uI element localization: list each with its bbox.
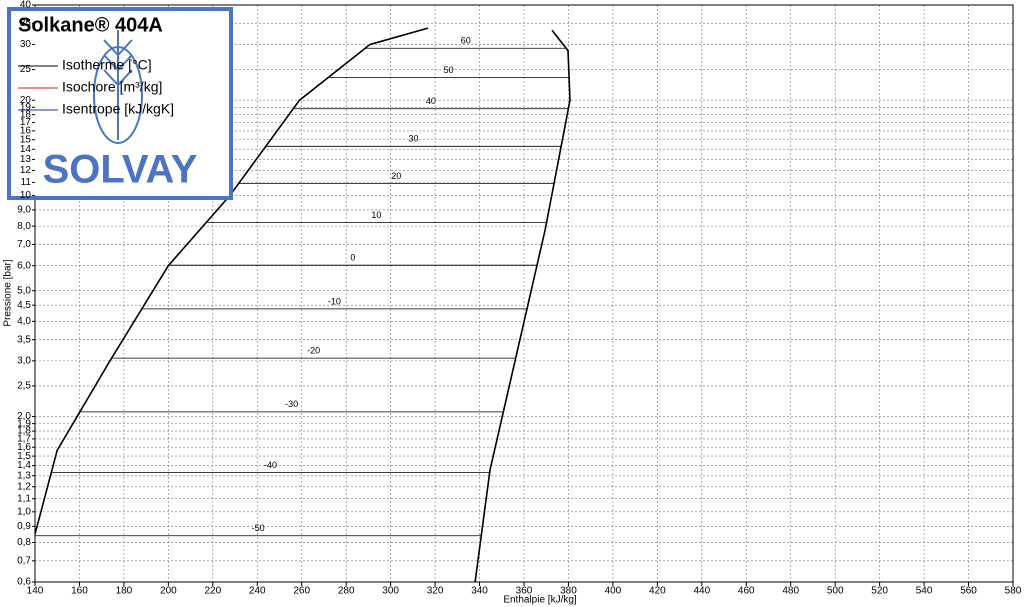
x-tick-label: 260 <box>293 586 310 597</box>
isotherm-label: -30 <box>285 399 298 409</box>
saturation-vapor <box>474 29 571 583</box>
chart-title: Solkane® 404A <box>18 14 163 36</box>
y-tick-label: 12 <box>20 165 32 176</box>
y-tick-label: 25 <box>20 64 32 75</box>
y-tick-label: 19 <box>20 102 32 113</box>
x-tick-label: 500 <box>827 586 844 597</box>
x-tick-label: 480 <box>782 586 799 597</box>
y-tick-label: 4,5 <box>17 300 31 311</box>
x-tick-label: 380 <box>560 586 577 597</box>
y-tick-label: 30 <box>20 39 32 50</box>
legend-box: Solkane® 404A SOLVAY <box>7 7 233 200</box>
y-tick-label: 40 <box>20 0 32 11</box>
y-tick-label: 1,2 <box>17 481 31 492</box>
isotherm-label: 20 <box>391 171 401 181</box>
y-tick-label: 6,0 <box>17 260 31 271</box>
x-tick-label: 220 <box>204 586 221 597</box>
y-tick-label: 20 <box>20 95 32 106</box>
y-tick-label: 4,0 <box>17 316 31 327</box>
y-tick-label: 1,4 <box>17 460 31 471</box>
y-tick-label: 2,5 <box>17 381 31 392</box>
y-tick-label: 0,9 <box>17 521 31 532</box>
y-tick-label: 16 <box>20 126 32 137</box>
saturation-liquid <box>34 27 429 535</box>
y-tick-label: 10 <box>20 190 32 201</box>
x-tick-label: 200 <box>160 586 177 597</box>
x-tick-label: 560 <box>960 586 977 597</box>
legend-frame <box>7 7 233 200</box>
y-tick-label: 15 <box>20 134 32 145</box>
x-tick-label: 360 <box>516 586 533 597</box>
y-tick-label: 35 <box>20 18 32 29</box>
x-tick-label: 320 <box>427 586 444 597</box>
isotherm-label: 0 <box>350 253 355 263</box>
isotherm-label: 60 <box>461 36 471 46</box>
y-tick-label: 3,0 <box>17 356 31 367</box>
isotherm-label: -50 <box>252 523 265 533</box>
y-tick-label: 1,0 <box>17 506 31 517</box>
isotherm-label: -40 <box>264 460 277 470</box>
y-tick-label: 7,0 <box>17 239 31 250</box>
x-tick-label: 580 <box>1005 586 1022 597</box>
x-tick-label: 460 <box>738 586 755 597</box>
isotherm-label: 10 <box>371 210 381 220</box>
y-tick-label: 1,6 <box>17 442 31 453</box>
isotherm-label: -20 <box>307 346 320 356</box>
y-tick-label: 17 <box>20 117 32 128</box>
x-tick-label: 400 <box>605 586 622 597</box>
y-axis-label: Pressione [bar] <box>3 259 14 326</box>
x-axis-label: Enthalpie [kJ/kg] <box>503 595 577 606</box>
isotherm-label: -10 <box>328 296 341 306</box>
x-tick-label: 180 <box>116 586 133 597</box>
x-tick-label: 300 <box>382 586 399 597</box>
isotherm-label: 40 <box>426 96 436 106</box>
y-tick-label: 0,6 <box>17 577 31 588</box>
legend-label: Isochore [m³/kg] <box>62 79 162 95</box>
y-tick-label: 2,0 <box>17 411 31 422</box>
y-tick-label: 8,0 <box>17 221 31 232</box>
y-tick-label: 11 <box>21 177 32 188</box>
x-tick-label: 440 <box>693 586 710 597</box>
logo-emblem <box>93 30 143 144</box>
x-tick-label: 340 <box>471 586 488 597</box>
x-tick-label: 540 <box>916 586 933 597</box>
isotherm-label: 30 <box>408 134 418 144</box>
y-tick-label: 1,9 <box>17 418 31 429</box>
x-tick-label: 160 <box>71 586 88 597</box>
isotherm-label: 50 <box>444 65 454 75</box>
y-tick-label: 1,7 <box>17 434 31 445</box>
y-tick-label: 1,8 <box>17 426 31 437</box>
x-tick-label: 240 <box>249 586 266 597</box>
x-tick-label: 140 <box>27 586 44 597</box>
y-tick-label: 1,3 <box>17 470 31 481</box>
y-tick-label: 1,5 <box>17 451 31 462</box>
y-tick-label: 1,1 <box>17 493 31 504</box>
y-tick-label: 14 <box>20 144 32 155</box>
y-tick-label: 0,8 <box>17 537 31 548</box>
y-tick-label: 3,5 <box>17 334 31 345</box>
y-tick-label: 13 <box>20 154 32 165</box>
x-tick-label: 420 <box>649 586 666 597</box>
x-tick-label: 520 <box>871 586 888 597</box>
y-tick-label: 0,7 <box>17 555 31 566</box>
legend-label: Isentrope [kJ/kgK] <box>62 101 174 117</box>
y-tick-label: 18 <box>20 109 32 120</box>
x-tick-label: 280 <box>338 586 355 597</box>
y-tick-label: 5,0 <box>17 285 31 296</box>
logo-text: SOLVAY <box>43 148 198 192</box>
legend-label: Isotherme [°C] <box>62 57 152 73</box>
y-tick-label: 9,0 <box>17 205 31 216</box>
